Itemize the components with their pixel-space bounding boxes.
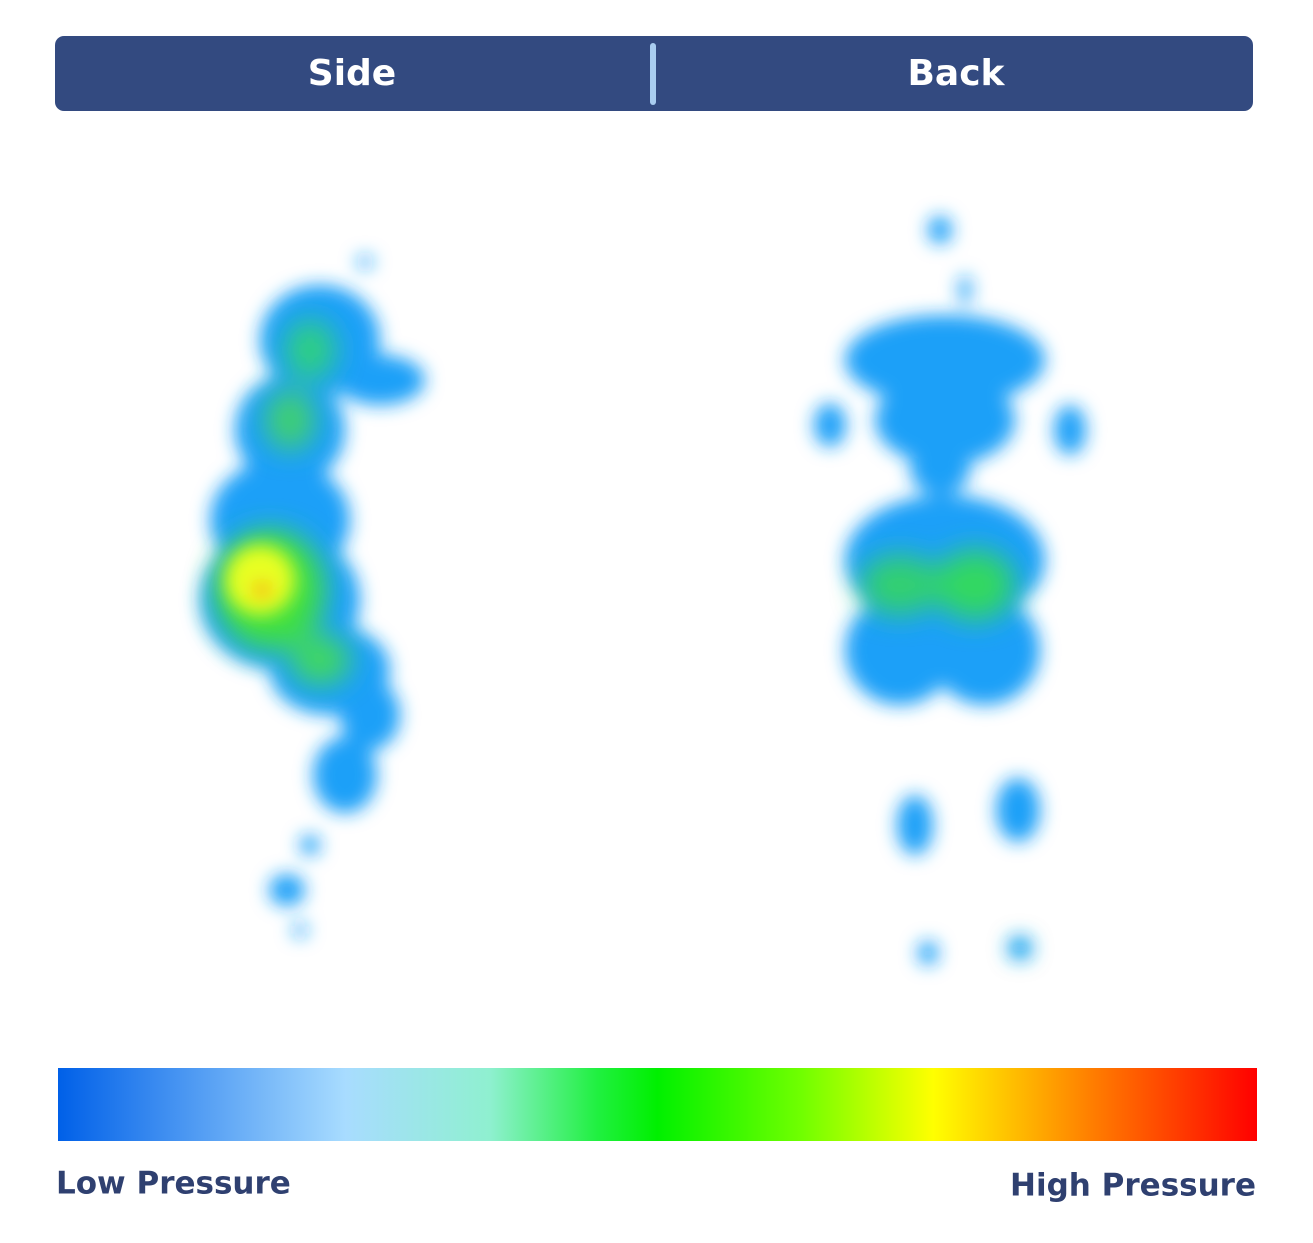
- legend-high: High Pressure: [1010, 1168, 1256, 1204]
- tab-back[interactable]: Back: [907, 53, 1005, 94]
- legend-low: Low Pressure: [56, 1166, 291, 1202]
- pressure-scale: [58, 1068, 1257, 1141]
- tab-side[interactable]: Side: [308, 53, 396, 94]
- tab-divider: [650, 43, 656, 105]
- side-heatmap: [200, 256, 425, 937]
- back-heatmap: [814, 216, 1086, 965]
- tab-bar: Side Back: [55, 36, 1253, 111]
